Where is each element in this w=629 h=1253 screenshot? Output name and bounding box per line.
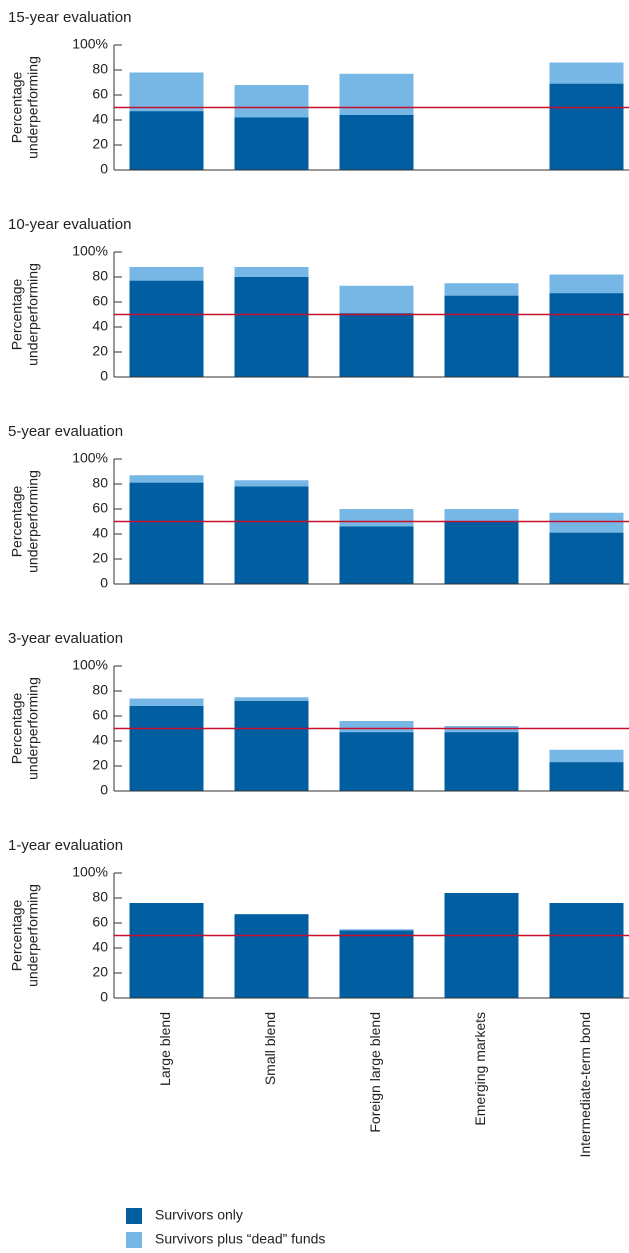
chart-title: 5-year evaluation	[8, 423, 123, 440]
bar	[234, 277, 309, 377]
bar	[549, 293, 624, 377]
y-tick-label: 40	[92, 939, 108, 955]
chart-title: 1-year evaluation	[8, 837, 123, 854]
bar	[444, 295, 519, 377]
y-tick-label: 0	[100, 161, 108, 177]
y-tick-label: 0	[100, 782, 108, 798]
y-tick-label: 40	[92, 525, 108, 541]
y-axis-label: Percentage	[9, 899, 25, 971]
y-tick-label: 80	[92, 475, 108, 491]
y-tick-label: 100%	[72, 243, 108, 259]
x-tick-label: Foreign large blend	[367, 1012, 383, 1133]
x-tick-label: Small blend	[262, 1012, 278, 1085]
y-tick-label: 40	[92, 111, 108, 127]
y-tick-label: 60	[92, 707, 108, 723]
y-tick-label: 100%	[72, 36, 108, 52]
bar	[339, 526, 414, 584]
chart-title: 15-year evaluation	[8, 9, 131, 26]
y-axis-label: underperforming	[25, 884, 41, 987]
y-tick-label: 100%	[72, 864, 108, 880]
bar	[129, 280, 204, 377]
x-tick-label: Intermediate-term bond	[577, 1012, 593, 1158]
y-tick-label: 0	[100, 575, 108, 591]
bar	[339, 930, 414, 998]
y-tick-label: 60	[92, 86, 108, 102]
bar	[549, 532, 624, 584]
chart-title: 10-year evaluation	[8, 216, 131, 233]
y-tick-label: 0	[100, 368, 108, 384]
y-axis-label: Percentage	[9, 485, 25, 557]
y-tick-label: 20	[92, 964, 108, 980]
bar	[444, 521, 519, 584]
y-tick-label: 60	[92, 293, 108, 309]
y-axis-label: underperforming	[25, 677, 41, 780]
bar	[444, 893, 519, 998]
bar	[549, 903, 624, 998]
y-tick-label: 20	[92, 550, 108, 566]
bar	[234, 701, 309, 791]
y-tick-label: 80	[92, 682, 108, 698]
y-axis-label: Percentage	[9, 692, 25, 764]
y-axis-label: Percentage	[9, 71, 25, 143]
bar	[444, 732, 519, 791]
bar	[129, 482, 204, 584]
y-axis-label: underperforming	[25, 263, 41, 366]
bar	[129, 903, 204, 998]
y-tick-label: 20	[92, 757, 108, 773]
legend-swatch	[126, 1232, 142, 1248]
chart-title: 3-year evaluation	[8, 630, 123, 647]
y-tick-label: 80	[92, 889, 108, 905]
y-axis-label: underperforming	[25, 56, 41, 159]
y-axis-label: Percentage	[9, 278, 25, 350]
y-tick-label: 100%	[72, 657, 108, 673]
legend-label: Survivors plus “dead” funds	[155, 1231, 325, 1247]
bar	[339, 115, 414, 170]
bar	[234, 914, 309, 998]
bar	[234, 486, 309, 584]
y-tick-label: 60	[92, 914, 108, 930]
bar	[339, 732, 414, 791]
bar	[129, 706, 204, 791]
bar	[549, 83, 624, 170]
y-tick-label: 0	[100, 989, 108, 1005]
y-tick-label: 80	[92, 61, 108, 77]
legend-swatch	[126, 1208, 142, 1224]
y-tick-label: 20	[92, 343, 108, 359]
y-tick-label: 40	[92, 318, 108, 334]
y-tick-label: 60	[92, 500, 108, 516]
bar	[234, 117, 309, 170]
legend-label: Survivors only	[155, 1207, 243, 1223]
y-tick-label: 100%	[72, 450, 108, 466]
y-axis-label: underperforming	[25, 470, 41, 573]
bar	[129, 111, 204, 170]
x-tick-label: Large blend	[157, 1012, 173, 1086]
y-tick-label: 80	[92, 268, 108, 284]
bar	[549, 762, 624, 791]
y-tick-label: 20	[92, 136, 108, 152]
y-tick-label: 40	[92, 732, 108, 748]
x-tick-label: Emerging markets	[472, 1012, 488, 1126]
bar	[339, 313, 414, 377]
